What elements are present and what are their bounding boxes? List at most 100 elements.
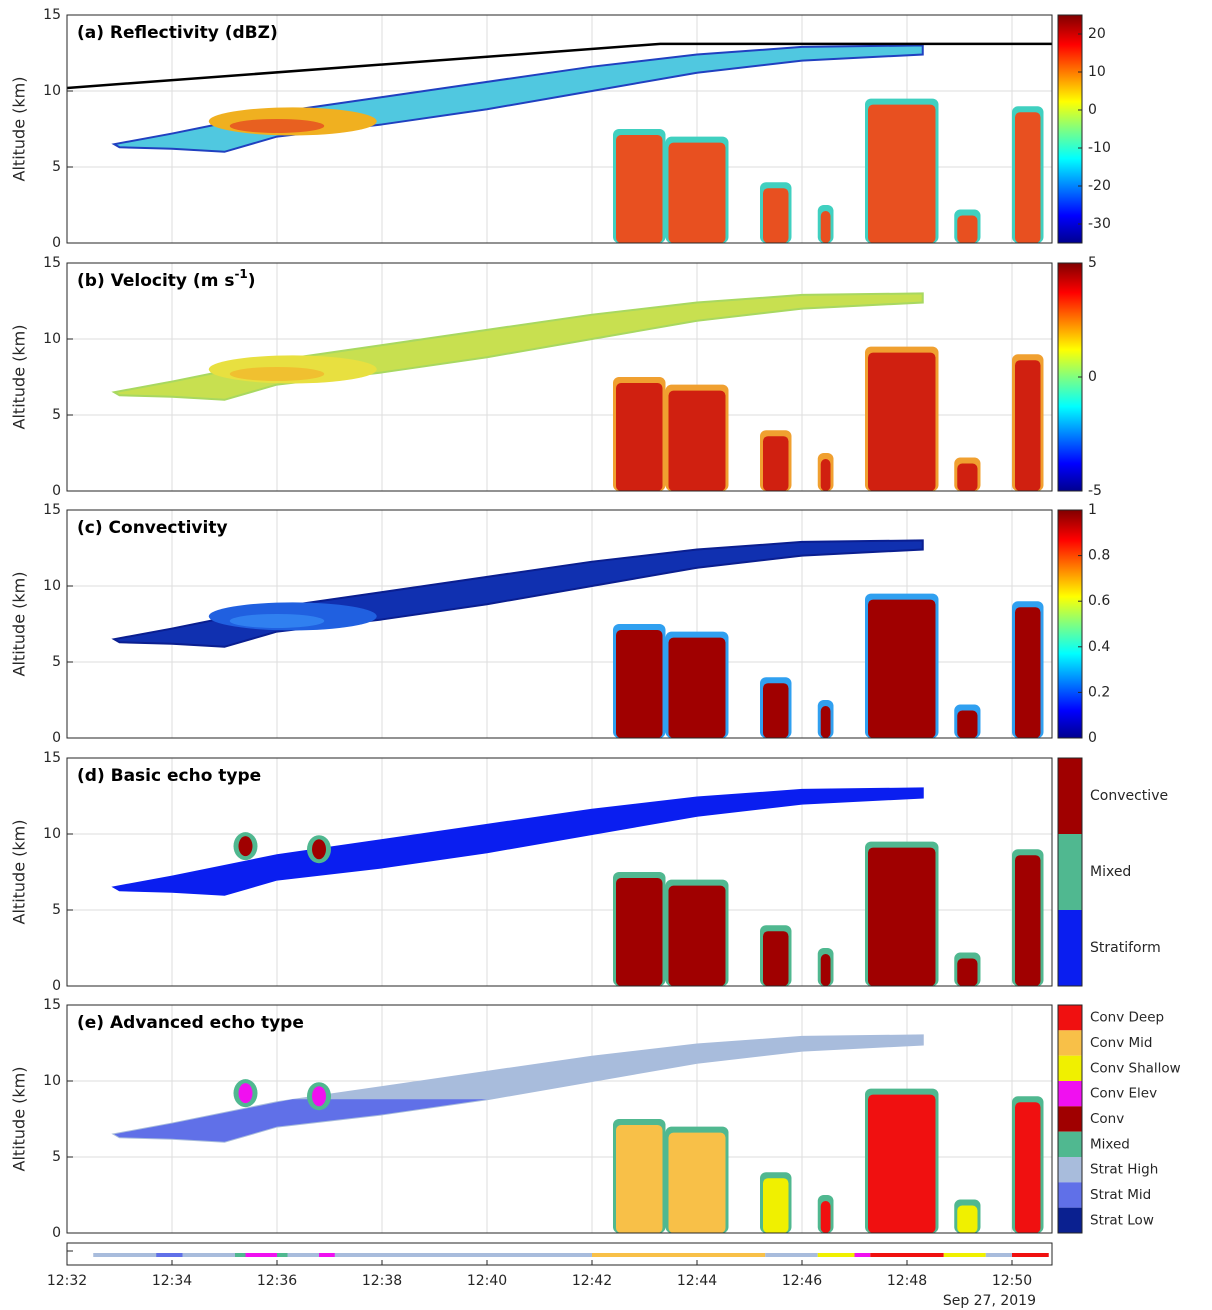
y-tick-label: 15 (43, 7, 61, 23)
colorbar-class (1058, 1106, 1082, 1132)
x-axis-date: Sep 27, 2019 (943, 1293, 1036, 1309)
echo-cell (763, 188, 789, 243)
echo-cell (868, 847, 936, 986)
echo-pad (238, 836, 253, 857)
echo-cell (957, 710, 978, 738)
echo-cell (1015, 1102, 1041, 1233)
colorbar-class-label: Conv (1090, 1111, 1124, 1127)
echo-core (229, 613, 325, 628)
colorbar-class-label: Conv Elev (1090, 1086, 1157, 1102)
echo-pad (312, 1086, 326, 1107)
colorbar-tick-label: 10 (1088, 64, 1106, 80)
colorbar-tick-label: -5 (1088, 483, 1102, 499)
echo-core (229, 366, 325, 381)
colorbar-class-label: Strat Low (1090, 1212, 1154, 1228)
colorbar-class-label: Mixed (1090, 1136, 1130, 1152)
title-text: (e) Advanced echo type (77, 1013, 304, 1033)
colorbar-class (1058, 1081, 1082, 1107)
y-tick-label: 15 (43, 750, 61, 766)
y-tick-label: 15 (43, 997, 61, 1013)
y-tick-label: 0 (52, 483, 61, 499)
panel-title: (d) Basic echo type (77, 766, 261, 786)
echo-region (111, 787, 924, 896)
colorbar-class-label: Strat Mid (1090, 1187, 1151, 1203)
y-tick-label: 10 (43, 331, 61, 347)
colorbar-class (1058, 758, 1082, 834)
y-axis-label: Altitude (km) (10, 77, 29, 182)
plot-frame (66, 262, 1053, 492)
colorbar-class (1058, 1055, 1082, 1081)
y-tick-label: 10 (43, 826, 61, 842)
echo-cell (1015, 855, 1041, 986)
y-tick-label: 15 (43, 255, 61, 271)
echo-cell (668, 637, 726, 738)
echo-cell (868, 352, 936, 491)
x-tick-label: 12:46 (782, 1273, 822, 1289)
x-tick-label: 12:44 (677, 1273, 717, 1289)
echo-cell (763, 1178, 789, 1233)
y-tick-label: 5 (52, 159, 61, 175)
echo-cell (616, 878, 663, 986)
echo-cell (957, 1205, 978, 1233)
x-tick-label: 12:50 (992, 1273, 1032, 1289)
colorbar-class (1058, 1005, 1082, 1031)
colorbar-tick-label: -20 (1088, 178, 1111, 194)
colorbar-class (1058, 1157, 1082, 1183)
plot-frame (66, 509, 1053, 739)
y-tick-label: 5 (52, 1149, 61, 1165)
radar-top (66, 42, 1052, 90)
y-tick-label: 0 (52, 235, 61, 251)
title-text: (a) Reflectivity (dBZ) (77, 23, 278, 43)
echo-cell (616, 1125, 663, 1233)
colorbar-tick-label: 0.6 (1088, 593, 1110, 609)
y-axis-label: Altitude (km) (10, 1067, 29, 1172)
echo-cell (868, 104, 936, 243)
echo-core (229, 118, 325, 133)
echo-cell (1015, 112, 1041, 243)
y-axis-label: Altitude (km) (10, 325, 29, 430)
colorbar (1057, 14, 1083, 244)
panel-title: (c) Convectivity (77, 518, 228, 538)
echo-cell (763, 683, 789, 738)
colorbar-class (1058, 1030, 1082, 1056)
x-tick-label: 12:42 (572, 1273, 612, 1289)
panel: 0 5 10 15 Altitude (km) (c) Convectivity 0 0.2 0… (10, 502, 1111, 746)
y-tick-label: 0 (52, 978, 61, 994)
colorbar-class-label: Conv Shallow (1090, 1060, 1181, 1076)
echo-cell (820, 459, 831, 491)
colorbar-class-label: Stratiform (1090, 940, 1161, 956)
colorbar-class (1058, 1131, 1082, 1157)
colorbar-tick-label: -30 (1088, 216, 1111, 232)
echo-cell (820, 954, 831, 986)
colorbar-class (1058, 1207, 1082, 1233)
echo-cell (616, 630, 663, 738)
echo-cell (868, 599, 936, 738)
y-tick-label: 5 (52, 902, 61, 918)
panel-title: (b) Velocity (m s-1) (77, 267, 256, 292)
y-axis-label: Altitude (km) (10, 572, 29, 677)
y-tick-label: 15 (43, 502, 61, 518)
colorbar-class (1058, 910, 1082, 986)
colorbar-class-label: Mixed (1090, 864, 1131, 880)
colorbar-tick-label: 0.2 (1088, 684, 1110, 700)
x-tick-label: 12:34 (152, 1273, 192, 1289)
echo-cell (668, 142, 726, 243)
y-tick-label: 0 (52, 730, 61, 746)
y-tick-label: 10 (43, 83, 61, 99)
echo-cell (1015, 607, 1041, 738)
echo-cell (957, 958, 978, 986)
echo-cell (763, 931, 789, 986)
title-text: (b) Velocity (m s (77, 271, 234, 291)
colorbar-tick-label: 0 (1088, 102, 1097, 118)
plot-frame (66, 757, 1053, 987)
y-tick-label: 0 (52, 1225, 61, 1241)
echo-cell (668, 390, 726, 491)
plot-frame (66, 14, 1053, 244)
echo-cell (868, 1094, 936, 1233)
x-tick-label: 12:48 (887, 1273, 927, 1289)
colorbar-class-label: Convective (1090, 788, 1168, 804)
echo-cell (1015, 360, 1041, 491)
colorbar-tick-label: 0.4 (1088, 639, 1110, 655)
title-text: (d) Basic echo type (77, 766, 261, 786)
